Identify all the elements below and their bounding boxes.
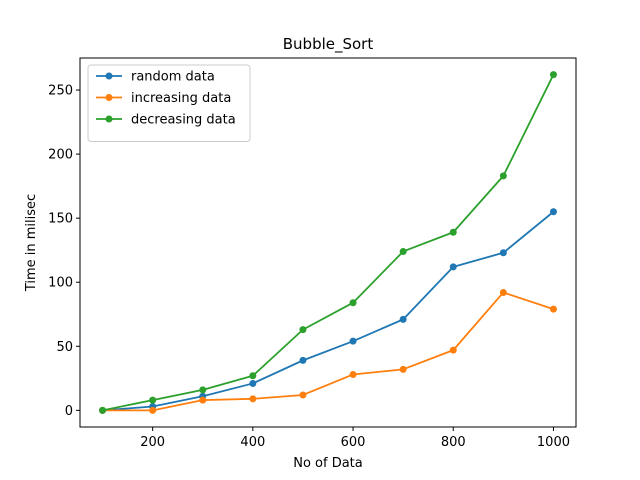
data-point-increasing-data bbox=[549, 305, 557, 313]
y-tick-label: 0 bbox=[65, 404, 73, 419]
x-tick-label: 400 bbox=[240, 435, 265, 450]
x-tick-label: 800 bbox=[441, 435, 466, 450]
series-line-decreasing-data bbox=[102, 74, 555, 412]
y-tick-label: 50 bbox=[56, 340, 73, 355]
data-point-random-data bbox=[299, 356, 307, 364]
data-point-random-data bbox=[349, 337, 357, 345]
plot-frame bbox=[79, 57, 577, 428]
data-point-decreasing-data bbox=[249, 372, 257, 380]
data-point-increasing-data bbox=[499, 288, 507, 296]
data-point-random-data bbox=[399, 315, 407, 323]
data-point-random-data bbox=[499, 249, 507, 257]
data-point-decreasing-data bbox=[99, 406, 107, 414]
y-axis-label: Time in milisec bbox=[24, 194, 39, 292]
data-point-decreasing-data bbox=[349, 299, 357, 307]
data-point-increasing-data bbox=[349, 370, 357, 378]
chart-title: Bubble_Sort bbox=[283, 35, 374, 54]
y-tick-label: 200 bbox=[48, 148, 73, 163]
data-point-increasing-data bbox=[199, 396, 207, 404]
y-tick-label: 250 bbox=[48, 84, 73, 99]
data-point-decreasing-data bbox=[199, 386, 207, 394]
x-tick-label: 1000 bbox=[537, 435, 570, 450]
data-point-decreasing-data bbox=[399, 247, 407, 255]
series-line-increasing-data bbox=[102, 291, 554, 412]
data-point-random-data bbox=[249, 379, 257, 387]
data-point-decreasing-data bbox=[549, 71, 557, 79]
legend-label-random-data: random data bbox=[131, 70, 215, 85]
data-point-decreasing-data bbox=[499, 172, 507, 180]
legend-marker-increasing-data bbox=[105, 94, 113, 101]
data-point-increasing-data bbox=[449, 346, 457, 354]
y-tick-label: 100 bbox=[48, 276, 73, 291]
legend-label-increasing-data: increasing data bbox=[131, 91, 231, 106]
legend-marker-random-data bbox=[105, 72, 113, 80]
data-point-increasing-data bbox=[299, 391, 307, 399]
legend-box bbox=[87, 64, 251, 142]
x-tick-label: 600 bbox=[341, 435, 366, 450]
legend: random data increasing data decreasing dat… bbox=[87, 64, 251, 142]
data-point-random-data bbox=[449, 263, 457, 271]
data-point-increasing-data bbox=[399, 365, 407, 373]
series-line-random-data bbox=[102, 211, 555, 412]
data-point-increasing-data bbox=[149, 406, 157, 414]
data-point-decreasing-data bbox=[149, 396, 157, 404]
y-tick-label: 150 bbox=[48, 212, 73, 227]
x-tick-label: 200 bbox=[140, 435, 165, 450]
legend-marker-decreasing-data bbox=[105, 115, 113, 123]
data-point-random-data bbox=[549, 208, 557, 216]
data-point-decreasing-data bbox=[449, 228, 457, 236]
data-point-decreasing-data bbox=[299, 326, 307, 334]
x-axis-label: No of Data bbox=[293, 456, 363, 471]
data-point-increasing-data bbox=[249, 395, 257, 403]
legend-label-decreasing-data: decreasing data bbox=[131, 113, 236, 128]
